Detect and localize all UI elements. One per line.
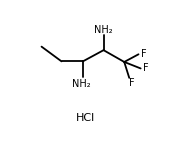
Text: HCl: HCl (76, 114, 95, 123)
Text: F: F (129, 78, 134, 88)
Text: NH₂: NH₂ (94, 25, 113, 35)
Text: NH₂: NH₂ (72, 79, 91, 89)
Text: F: F (141, 49, 146, 59)
Text: F: F (143, 63, 149, 73)
